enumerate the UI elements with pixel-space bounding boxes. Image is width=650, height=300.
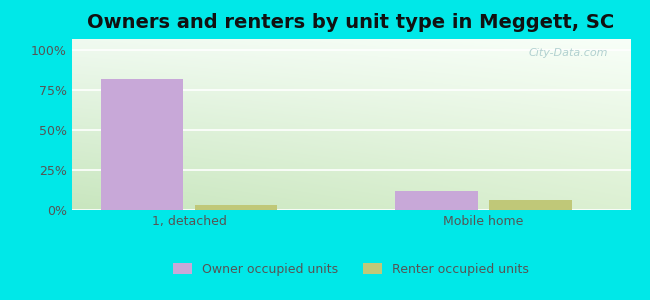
Title: Owners and renters by unit type in Meggett, SC: Owners and renters by unit type in Megge… bbox=[87, 13, 615, 32]
Bar bbox=[489, 200, 571, 210]
Bar bbox=[195, 205, 278, 210]
Bar bbox=[101, 79, 183, 210]
Legend: Owner occupied units, Renter occupied units: Owner occupied units, Renter occupied un… bbox=[174, 262, 528, 276]
Text: City-Data.com: City-Data.com bbox=[528, 47, 608, 58]
Bar bbox=[395, 191, 478, 210]
